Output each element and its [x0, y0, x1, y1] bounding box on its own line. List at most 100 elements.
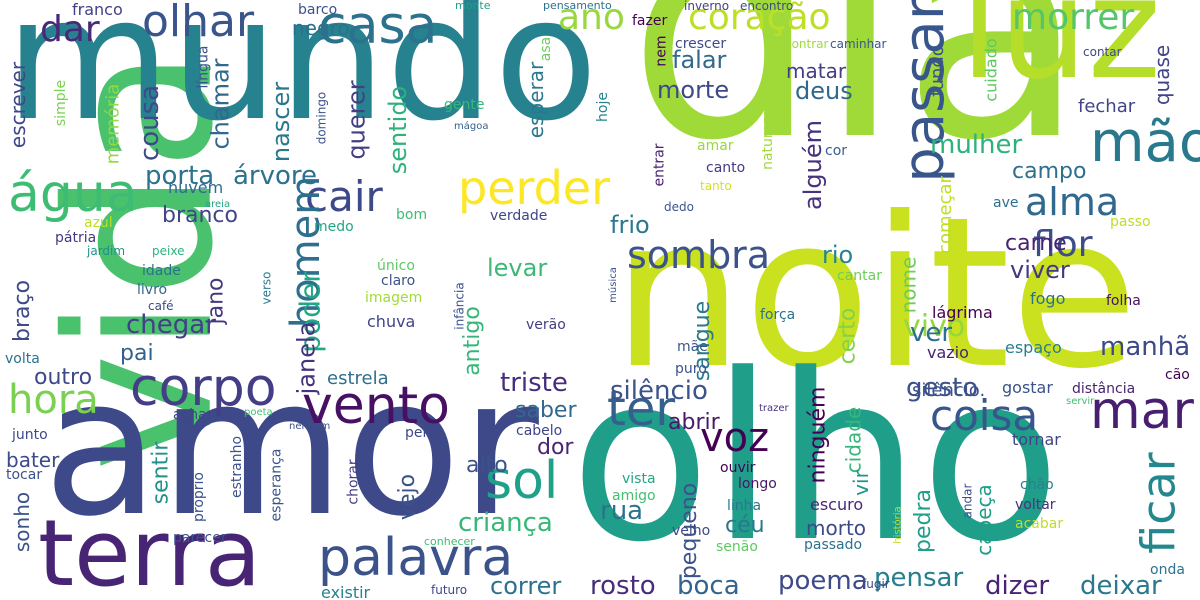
word: cair	[305, 172, 383, 221]
word: deixar	[1080, 571, 1162, 600]
word: passo	[1110, 214, 1151, 230]
word: abrir	[668, 410, 720, 435]
word: chão	[1020, 477, 1054, 493]
word: fogo	[1030, 289, 1066, 308]
word: vir	[848, 470, 873, 496]
word: cabelo	[516, 423, 563, 439]
word: começar	[934, 176, 956, 254]
word: ouvir	[720, 460, 756, 476]
word: alma	[1025, 180, 1120, 224]
word: manhã	[1100, 332, 1191, 362]
word: morto	[806, 516, 867, 540]
word: silêncio	[610, 376, 708, 406]
word: bater	[6, 448, 60, 472]
word: jardim	[87, 244, 126, 258]
word: esperar	[524, 61, 549, 139]
word: sentir	[148, 441, 174, 505]
word: ter	[607, 381, 676, 437]
word: coração	[688, 0, 831, 38]
word: pensar	[874, 563, 964, 593]
word: boca	[677, 571, 740, 600]
word: verso	[259, 271, 274, 305]
word: silêncio.	[912, 380, 986, 401]
word: junto	[12, 427, 48, 443]
word: cidade	[841, 406, 866, 474]
word: hoje	[594, 92, 611, 122]
word: alto	[466, 453, 508, 478]
word: flor	[1033, 224, 1093, 265]
word: criança	[458, 508, 553, 538]
word: sombra	[627, 233, 771, 277]
word: distância	[1072, 381, 1136, 397]
word: estranho	[229, 435, 246, 499]
word: ficar	[1131, 452, 1186, 554]
word: verão	[526, 317, 566, 333]
word: vivo	[903, 309, 966, 344]
word: ave	[993, 195, 1019, 211]
word: senão	[716, 539, 758, 555]
word: bom	[396, 207, 428, 223]
word: nuvem	[168, 178, 224, 197]
word: puro	[675, 361, 707, 377]
word: cabeça	[971, 484, 996, 556]
word: café	[148, 299, 174, 313]
word: volta	[5, 351, 40, 367]
word: poema	[778, 566, 868, 596]
word: janela	[292, 321, 321, 395]
word: parecer	[173, 530, 227, 546]
word: força	[760, 307, 796, 323]
word: idade	[142, 263, 181, 279]
word: mulher	[930, 130, 1023, 160]
word: crescer	[675, 36, 727, 52]
word: existir	[321, 583, 371, 600]
word: morte	[657, 76, 730, 104]
word: onda	[1150, 562, 1185, 578]
word: sonho	[10, 491, 35, 553]
word: esperança	[268, 448, 285, 522]
word: memória	[102, 83, 124, 165]
word: voz	[700, 415, 770, 461]
word: espaço	[1005, 338, 1062, 357]
word: gesto	[906, 373, 979, 403]
word: fechar	[1078, 96, 1136, 117]
word: gostar	[1002, 378, 1053, 397]
word: amor	[43, 337, 539, 558]
word: domingo	[314, 91, 329, 145]
word: voltar	[1015, 497, 1056, 513]
word: certo	[835, 307, 861, 365]
word: amigo	[612, 488, 656, 504]
word: rua	[600, 496, 644, 526]
word: campo	[1012, 159, 1087, 184]
word: luz	[960, 0, 1162, 111]
word: barco	[298, 2, 338, 18]
word: cantar	[837, 268, 882, 284]
word: dar	[40, 9, 100, 50]
word: longo	[738, 476, 777, 492]
word: perder	[458, 161, 611, 215]
word: noite	[612, 173, 1139, 415]
word: frio	[610, 211, 650, 239]
word: nenhum	[289, 421, 331, 432]
word: casa	[318, 0, 438, 56]
word: simple	[53, 79, 70, 127]
word: caminhar	[830, 37, 887, 51]
word: água	[8, 164, 138, 224]
word: jano	[203, 277, 229, 325]
word: trazer	[759, 403, 789, 414]
word: vento	[302, 376, 450, 436]
word: encontro	[740, 0, 794, 13]
word: claro	[381, 273, 416, 289]
word: pai	[120, 341, 154, 366]
word: chegar	[126, 310, 216, 340]
word: estrela	[327, 368, 389, 389]
word: mão	[1090, 110, 1200, 175]
word: matar	[786, 59, 847, 83]
word: servir	[1066, 396, 1095, 407]
word: dia	[628, 0, 1086, 206]
word: mar	[1090, 381, 1194, 441]
word: pensamento	[543, 0, 612, 12]
word: passado	[804, 537, 863, 553]
word: porta	[145, 161, 215, 191]
word: imagem	[365, 290, 423, 306]
word: céu	[725, 513, 765, 538]
